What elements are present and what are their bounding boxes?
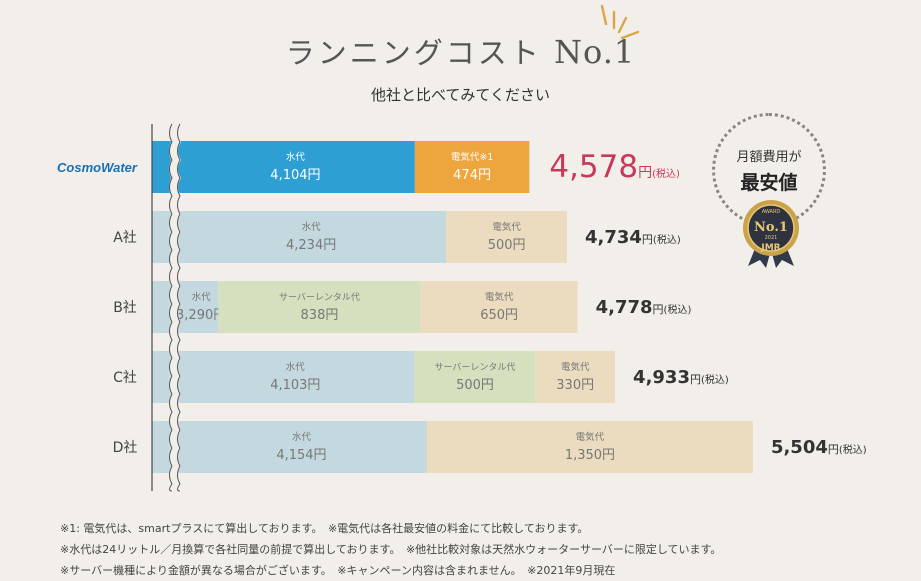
segment-name: 電気代※1 (451, 151, 494, 163)
segment-value: 330円 (556, 378, 594, 393)
segment-name: 水代 (192, 291, 212, 303)
medal-year: 2021 (765, 235, 778, 241)
footnotes: ※1: 電気代は、smartプラスにて算出しております。 ※電気代は各社最安値の… (60, 518, 721, 581)
segment-name: 電気代 (492, 221, 521, 233)
segment-value: 500円 (488, 238, 526, 253)
segment-value: 4,154円 (276, 448, 326, 463)
bar-segment (535, 351, 616, 403)
segment-name: 水代 (286, 361, 306, 373)
bar-segment (414, 351, 536, 403)
axis-break-line (177, 123, 181, 492)
segment-name: 電気代 (561, 361, 590, 373)
footnote-2: ※水代は24リットル／月換算で各社同量の前提で算出しております。 ※他社比較対象… (60, 543, 722, 556)
badge-line1: 月額費用が (736, 150, 802, 165)
bar-segment (152, 351, 415, 403)
segment-name: 電気代 (485, 291, 514, 303)
category-label: D社 (113, 440, 138, 456)
axis-break-line (169, 123, 173, 492)
bar-segment (218, 281, 421, 333)
bar-segment (420, 281, 578, 333)
footnote-3: ※サーバー機種により金額が異なる場合がございます。 ※キャンペーン内容は含まれま… (60, 564, 616, 577)
segment-value: 4,234円 (286, 238, 336, 253)
segment-value: 500円 (456, 378, 494, 393)
chart-title: ランニングコスト No.1 (0, 30, 921, 72)
total-label: 4,778円(税込) (596, 297, 692, 318)
bar-segment (152, 421, 427, 473)
bar-segment (414, 141, 530, 193)
footnote-1: ※1: 電気代は、smartプラスにて算出しております。 ※電気代は各社最安値の… (60, 522, 589, 535)
bar-segment (446, 211, 567, 263)
category-label: C社 (113, 370, 137, 386)
segment-value: 650円 (480, 308, 518, 323)
category-label: B社 (113, 300, 137, 316)
sparkle-rays-icon (600, 4, 640, 40)
medal-text: No.1 (754, 220, 788, 235)
segment-name: 電気代 (576, 431, 605, 443)
segment-value: 474円 (453, 168, 491, 183)
chart-subtitle: 他社と比べてみてください (371, 86, 550, 104)
category-label: A社 (113, 230, 137, 246)
segment-value: 3,290円 (176, 308, 226, 323)
total-label: 4,734円(税込) (585, 227, 681, 248)
bar-segment (426, 421, 753, 473)
brand-logo: CosmoWater (57, 160, 138, 175)
bar-segment (152, 211, 447, 263)
segment-value: 1,350円 (565, 448, 615, 463)
segment-value: 4,103円 (270, 378, 320, 393)
total-label: 4,933円(税込) (633, 367, 729, 388)
segment-name: 水代 (292, 431, 312, 443)
total-label: 5,504円(税込) (771, 437, 867, 458)
award-medal-icon: AWARD No.1 2021 JMR (743, 200, 799, 268)
medal-brand: JMR (760, 243, 780, 253)
segment-name: 水代 (286, 151, 306, 163)
segment-name: 水代 (302, 221, 322, 233)
segment-value: 838円 (301, 308, 339, 323)
axis-break-band (169, 121, 182, 496)
bar-segment (152, 281, 219, 333)
title-text: ランニングコスト (285, 36, 542, 70)
title-no: No.1 (554, 33, 636, 71)
medal-top: AWARD (762, 209, 781, 215)
total-label: 4,578円(税込) (549, 149, 680, 185)
segment-value: 4,104円 (270, 168, 320, 183)
badge-line2: 最安値 (740, 172, 798, 194)
segment-name: サーバーレンタル代 (435, 362, 516, 373)
segment-name: サーバーレンタル代 (279, 292, 360, 303)
bar-segment (152, 141, 415, 193)
